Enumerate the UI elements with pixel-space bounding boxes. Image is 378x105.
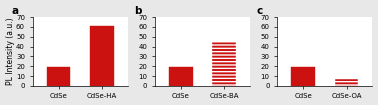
Bar bbox=[335, 79, 358, 86]
Text: c: c bbox=[256, 6, 263, 16]
Y-axis label: PL Intensity (a.u.): PL Intensity (a.u.) bbox=[6, 18, 15, 85]
Bar bbox=[212, 42, 236, 86]
Text: b: b bbox=[134, 6, 141, 16]
Text: a: a bbox=[12, 6, 19, 16]
Bar bbox=[90, 26, 114, 86]
Bar bbox=[46, 67, 70, 86]
Bar bbox=[291, 67, 315, 86]
Bar bbox=[169, 67, 193, 86]
